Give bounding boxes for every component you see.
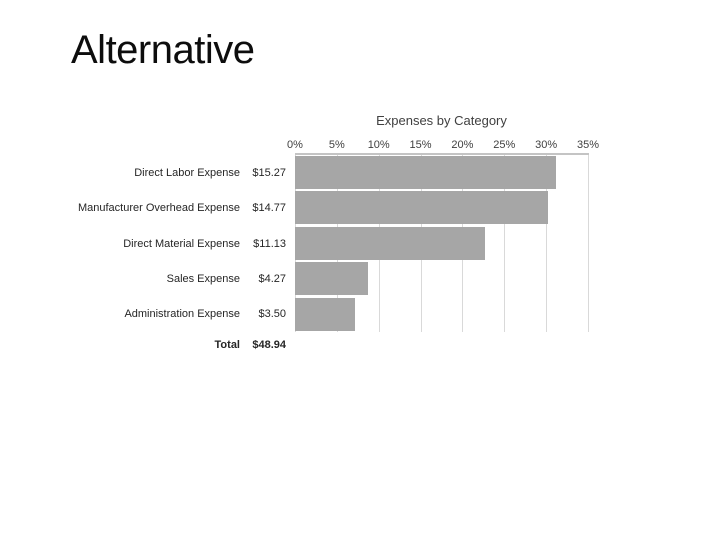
chart-title: Expenses by Category [376, 113, 507, 128]
x-axis-tick-label: 25% [493, 139, 516, 151]
x-axis-tick-label: 15% [409, 139, 432, 151]
x-axis-tick-label: 10% [367, 139, 390, 151]
value-label: $4.27 [258, 272, 286, 285]
x-axis-tick-label: 35% [576, 139, 600, 151]
x-axis-tick-label: 20% [451, 139, 474, 151]
bar [295, 262, 368, 296]
gridline [504, 155, 505, 332]
value-label: $11.13 [253, 237, 286, 250]
category-label: Sales Expense [166, 272, 240, 285]
category-label: Manufacturer Overhead Expense [77, 202, 240, 215]
category-label: Direct Labor Expense [134, 166, 240, 179]
bar [295, 297, 355, 331]
bar [295, 191, 548, 225]
slide-title: Alternative [71, 28, 255, 72]
bar [295, 226, 486, 260]
value-label: $3.50 [258, 308, 286, 321]
total-value: $48.94 [252, 339, 286, 351]
category-label: Direct Material Expense [123, 237, 240, 250]
x-axis-tick-label: 0% [287, 139, 303, 151]
value-label: $14.77 [252, 202, 286, 215]
total-label: Total [214, 339, 240, 351]
x-axis-tick-label: 5% [328, 139, 345, 151]
gridline [588, 155, 589, 332]
bar [295, 156, 557, 189]
value-label: $15.27 [252, 166, 286, 179]
x-axis-tick-label: 30% [535, 139, 558, 151]
category-label: Administration Expense [124, 308, 240, 321]
x-axis-line [295, 153, 589, 155]
gridline [546, 155, 547, 332]
